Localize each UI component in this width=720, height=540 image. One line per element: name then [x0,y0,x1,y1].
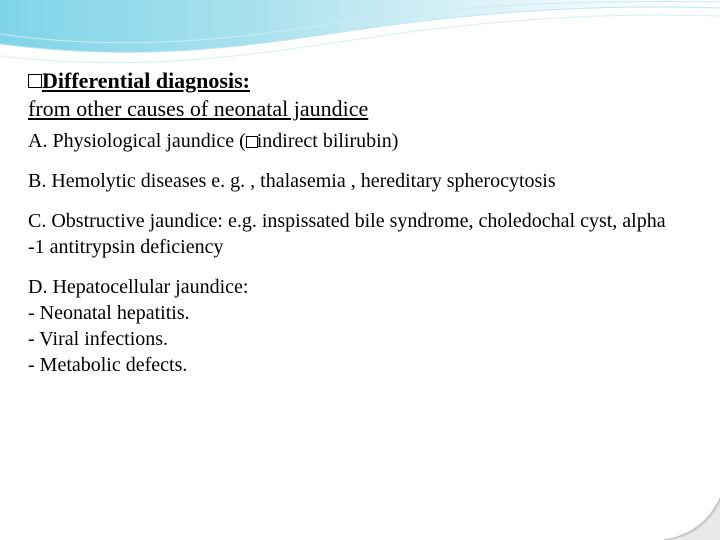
bullet-square-icon [28,74,42,88]
item-a: A. Physiological jaundice ( indirect bil… [28,128,692,154]
item-d-line-3: - Metabolic defects. [28,352,692,378]
item-d-line-1: - Neonatal hepatitis. [28,300,692,326]
item-d: D. Hepatocellular jaundice: - Neonatal h… [28,274,692,378]
item-c: C. Obstructive jaundice: e.g. inspissate… [28,208,692,260]
item-d-head: D. Hepatocellular jaundice: [28,274,692,300]
subheading: from other causes of neonatal jaundice [28,96,692,122]
item-d-sublist: - Neonatal hepatitis. - Viral infections… [28,300,692,378]
subheading-text: from other causes of neonatal jaundice [28,96,368,121]
slide-content: Differential diagnosis: from other cause… [0,0,720,398]
inline-square-icon [246,136,258,148]
heading-text: Differential diagnosis: [42,68,250,93]
item-b: B. Hemolytic diseases e. g. , thalasemia… [28,168,692,194]
item-a-prefix: A. Physiological jaundice ( [28,130,246,152]
item-d-line-2: - Viral infections. [28,326,692,352]
item-a-suffix: indirect bilirubin) [257,130,399,152]
heading: Differential diagnosis: [28,68,692,94]
page-curl-icon [664,484,720,540]
